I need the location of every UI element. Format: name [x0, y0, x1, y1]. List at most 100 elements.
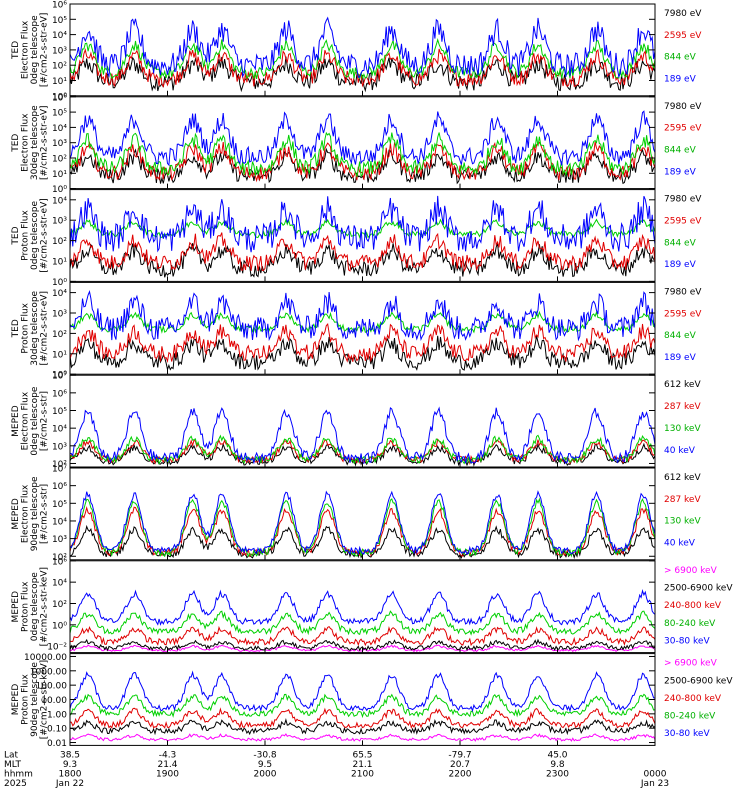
legend-entry: 30-80 keV [664, 636, 710, 646]
series-line-80-240-kev [69, 610, 656, 636]
y-tick-label: 10⁶ [52, 557, 67, 567]
x-row-label: Lat [4, 750, 19, 760]
panel-frame [69, 374, 656, 468]
series-line-2595-ev [69, 232, 656, 273]
series-line-844-ev [69, 310, 656, 334]
panel-frame [69, 560, 656, 654]
y-tick-label: 10² [52, 553, 67, 563]
series-line-7980-ev [69, 243, 656, 278]
y-tick-label: 10⁵ [52, 109, 67, 119]
x-tick-label: 21.4 [157, 760, 177, 770]
legend-entry: 130 keV [664, 517, 701, 527]
legend-entry: 7980 eV [664, 287, 702, 297]
legend-entry: 2595 eV [664, 31, 702, 41]
series-line-844-ev [69, 38, 656, 80]
series-line-844-ev [69, 218, 656, 240]
legend-entry: 189 eV [664, 167, 697, 177]
series-line-844-ev [69, 131, 656, 178]
y-axis-label: TEDProton Flux0deg telescope[#/cm2-s-str… [11, 198, 50, 273]
y-tick-label: 10⁴ [52, 196, 67, 206]
x-tick-label: Jan 23 [640, 779, 669, 789]
x-tick-label: 20.7 [450, 760, 470, 770]
y-tick-label: 10² [52, 600, 67, 610]
panel-8: 0.01 0.10 1.00 10.00 100.00 1000.00 10000.00ME… [11, 653, 733, 749]
y-tick-label: 10¹ [52, 170, 67, 180]
y-tick-label: 10⁴ [52, 124, 67, 134]
y-tick-label: 10⁰ [52, 278, 67, 288]
x-tick-label: 9.5 [258, 760, 272, 770]
legend-entry: 2595 eV [664, 309, 702, 319]
y-tick-label: 1000.00 [30, 667, 67, 677]
y-axis-label: MEPEDProton Flux0deg telescope[#/cm2-s-s… [11, 567, 50, 646]
y-tick-label: 10² [52, 460, 67, 470]
y-tick-label: 10⁶ [52, 482, 67, 492]
y-tick-label: 10⁰ [52, 621, 67, 631]
y-tick-label: 10⁰ [52, 185, 67, 195]
y-tick-label: 10.00 [41, 696, 67, 706]
legend-entry: 80-240 keV [664, 712, 716, 722]
series-line-240-800-kev [69, 625, 656, 647]
panel-frame [69, 189, 656, 282]
series-line-2500-6900-kev [69, 717, 656, 736]
y-tick-label: 10² [52, 330, 67, 340]
y-tick-label: 10⁴ [52, 517, 67, 527]
x-tick-label: 2300 [546, 769, 569, 779]
series-line-7980-ev [69, 55, 656, 93]
y-tick-label: 10³ [52, 217, 67, 227]
legend-entry: 844 eV [664, 146, 697, 156]
series-line--6900-kev [69, 733, 656, 742]
legend-entry: 30-80 keV [664, 729, 710, 739]
series-line-240-800-kev [69, 707, 656, 729]
series-line-40-kev [69, 490, 656, 556]
x-row-label: 2025 [4, 779, 27, 789]
y-tick-label: 10⁴ [52, 289, 67, 299]
y-tick-label: 10⁶ [52, 1, 67, 11]
series-line-2595-ev [69, 323, 656, 363]
panel-frame [69, 467, 656, 561]
y-tick-label: 10⁷ [52, 465, 67, 475]
y-tick-label: 10³ [52, 442, 67, 452]
legend-entry: 612 keV [664, 473, 701, 483]
series-line-40-kev [69, 406, 656, 465]
x-tick-label: -79.7 [448, 750, 471, 760]
legend-entry: 844 eV [664, 238, 697, 248]
legend-entry: 189 eV [664, 353, 697, 363]
y-tick-label: 10⁶ [52, 93, 67, 103]
legend-entry: 7980 eV [664, 195, 702, 205]
x-tick-label: -30.8 [253, 750, 277, 760]
y-axis-label: MEPEDElectron Flux0deg telescope[#/cm2-s… [11, 386, 50, 456]
y-tick-label: 10¹ [52, 350, 67, 360]
x-tick-label: 1900 [156, 769, 179, 779]
y-axis-label: MEPEDProton Flux90deg telescope[#/cm2-s-… [11, 660, 50, 739]
y-axis-label: MEPEDElectron Flux90deg telescope[#/cm2-… [11, 476, 50, 551]
x-tick-label: 1800 [59, 769, 82, 779]
series-line-189-ev [69, 16, 656, 79]
x-tick-label: 2200 [449, 769, 472, 779]
x-tick-label: 9.8 [550, 760, 565, 770]
y-tick-label: 1.00 [47, 710, 67, 720]
y-tick-label: 10² [52, 237, 67, 247]
x-tick-label: 0000 [644, 769, 667, 779]
legend-entry: 7980 eV [664, 9, 702, 19]
legend-entry: > 6900 keV [664, 659, 718, 669]
y-axis-label: TEDElectron Flux30deg telescope[#/cm2-s-… [11, 105, 50, 180]
legend-entry: > 6900 keV [664, 566, 718, 576]
legend-entry: 287 keV [664, 402, 701, 412]
series-line-80-240-kev [69, 693, 656, 719]
y-tick-label: 10⁵ [52, 407, 67, 417]
y-tick-label: 10⁵ [52, 16, 67, 26]
legend-entry: 287 keV [664, 495, 701, 505]
y-tick-label: 0.10 [47, 725, 67, 735]
x-tick-label: 21.1 [352, 760, 372, 770]
series-line-30-80-kev [69, 589, 656, 626]
legend-entry: 612 keV [664, 380, 701, 390]
y-axis-label: TEDProton Flux30deg telescope[#/cm2-s-st… [11, 290, 50, 365]
y-tick-label: 10⁰ [52, 92, 67, 102]
legend-entry: 2500-6900 keV [664, 676, 733, 686]
